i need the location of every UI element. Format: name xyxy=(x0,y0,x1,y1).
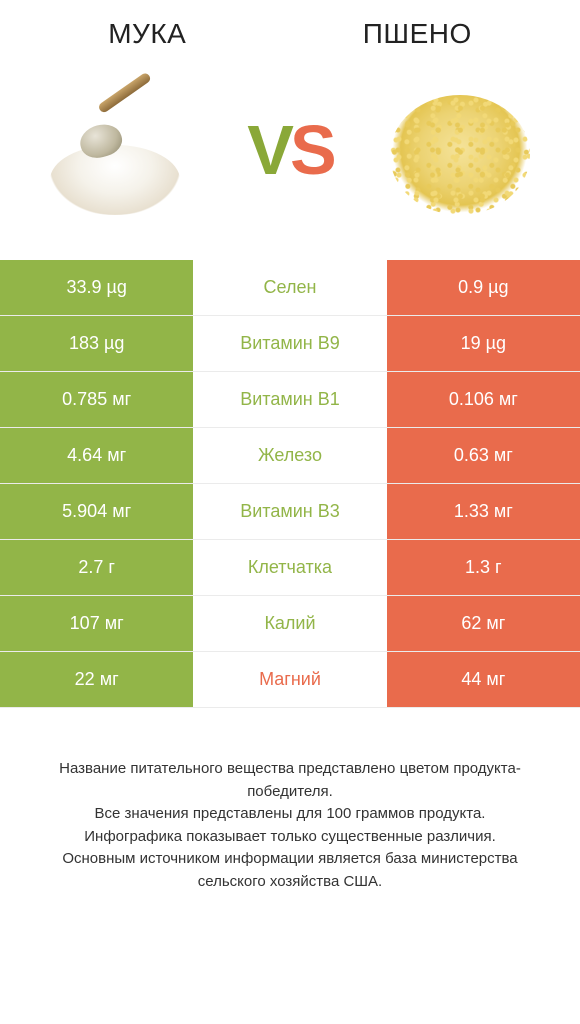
scoop-handle-icon xyxy=(97,71,152,114)
millet-pile-icon xyxy=(390,95,530,215)
flour-image xyxy=(40,75,200,225)
cell-nutrient-label: Витамин B9 xyxy=(193,316,386,371)
table-row: 4.64 мгЖелезо0.63 мг xyxy=(0,428,580,484)
cell-nutrient-label: Калий xyxy=(193,596,386,651)
cell-right-value: 1.3 г xyxy=(387,540,580,595)
header: МУКА ПШЕНО xyxy=(0,0,580,60)
cell-nutrient-label: Железо xyxy=(193,428,386,483)
table-row: 2.7 гКлетчатка1.3 г xyxy=(0,540,580,596)
product-left-title: МУКА xyxy=(108,18,186,50)
cell-nutrient-label: Витамин B1 xyxy=(193,372,386,427)
footer-line-3: Инфографика показывает только существенн… xyxy=(30,826,550,849)
table-row: 22 мгМагний44 мг xyxy=(0,652,580,708)
vs-label: VS xyxy=(247,115,332,185)
vs-s: S xyxy=(290,111,333,189)
cell-nutrient-label: Витамин B3 xyxy=(193,484,386,539)
table-row: 183 µgВитамин B919 µg xyxy=(0,316,580,372)
footer-line-1: Название питательного вещества представл… xyxy=(30,758,550,803)
cell-left-value: 107 мг xyxy=(0,596,193,651)
cell-left-value: 22 мг xyxy=(0,652,193,707)
vs-v: V xyxy=(247,111,290,189)
cell-left-value: 183 µg xyxy=(0,316,193,371)
footer-line-2: Все значения представлены для 100 граммо… xyxy=(30,803,550,826)
footer-notes: Название питательного вещества представл… xyxy=(0,708,580,913)
cell-left-value: 4.64 мг xyxy=(0,428,193,483)
product-right-title: ПШЕНО xyxy=(363,18,472,50)
millet-image xyxy=(380,75,540,225)
table-row: 0.785 мгВитамин B10.106 мг xyxy=(0,372,580,428)
cell-right-value: 62 мг xyxy=(387,596,580,651)
cell-left-value: 5.904 мг xyxy=(0,484,193,539)
table-row: 33.9 µgСелен0.9 µg xyxy=(0,260,580,316)
comparison-table: 33.9 µgСелен0.9 µg183 µgВитамин B919 µg0… xyxy=(0,260,580,708)
table-row: 107 мгКалий62 мг xyxy=(0,596,580,652)
table-row: 5.904 мгВитамин B31.33 мг xyxy=(0,484,580,540)
flour-pile-icon xyxy=(50,145,180,215)
cell-right-value: 0.9 µg xyxy=(387,260,580,315)
cell-left-value: 0.785 мг xyxy=(0,372,193,427)
cell-nutrient-label: Клетчатка xyxy=(193,540,386,595)
cell-right-value: 0.63 мг xyxy=(387,428,580,483)
footer-line-4: Основным источником информации является … xyxy=(30,848,550,893)
cell-right-value: 0.106 мг xyxy=(387,372,580,427)
hero-row: VS xyxy=(0,60,580,260)
cell-nutrient-label: Магний xyxy=(193,652,386,707)
cell-right-value: 1.33 мг xyxy=(387,484,580,539)
cell-right-value: 44 мг xyxy=(387,652,580,707)
cell-nutrient-label: Селен xyxy=(193,260,386,315)
cell-left-value: 33.9 µg xyxy=(0,260,193,315)
infographic-container: МУКА ПШЕНО VS 33.9 µgСелен0.9 µg183 µgВи… xyxy=(0,0,580,1024)
cell-left-value: 2.7 г xyxy=(0,540,193,595)
cell-right-value: 19 µg xyxy=(387,316,580,371)
